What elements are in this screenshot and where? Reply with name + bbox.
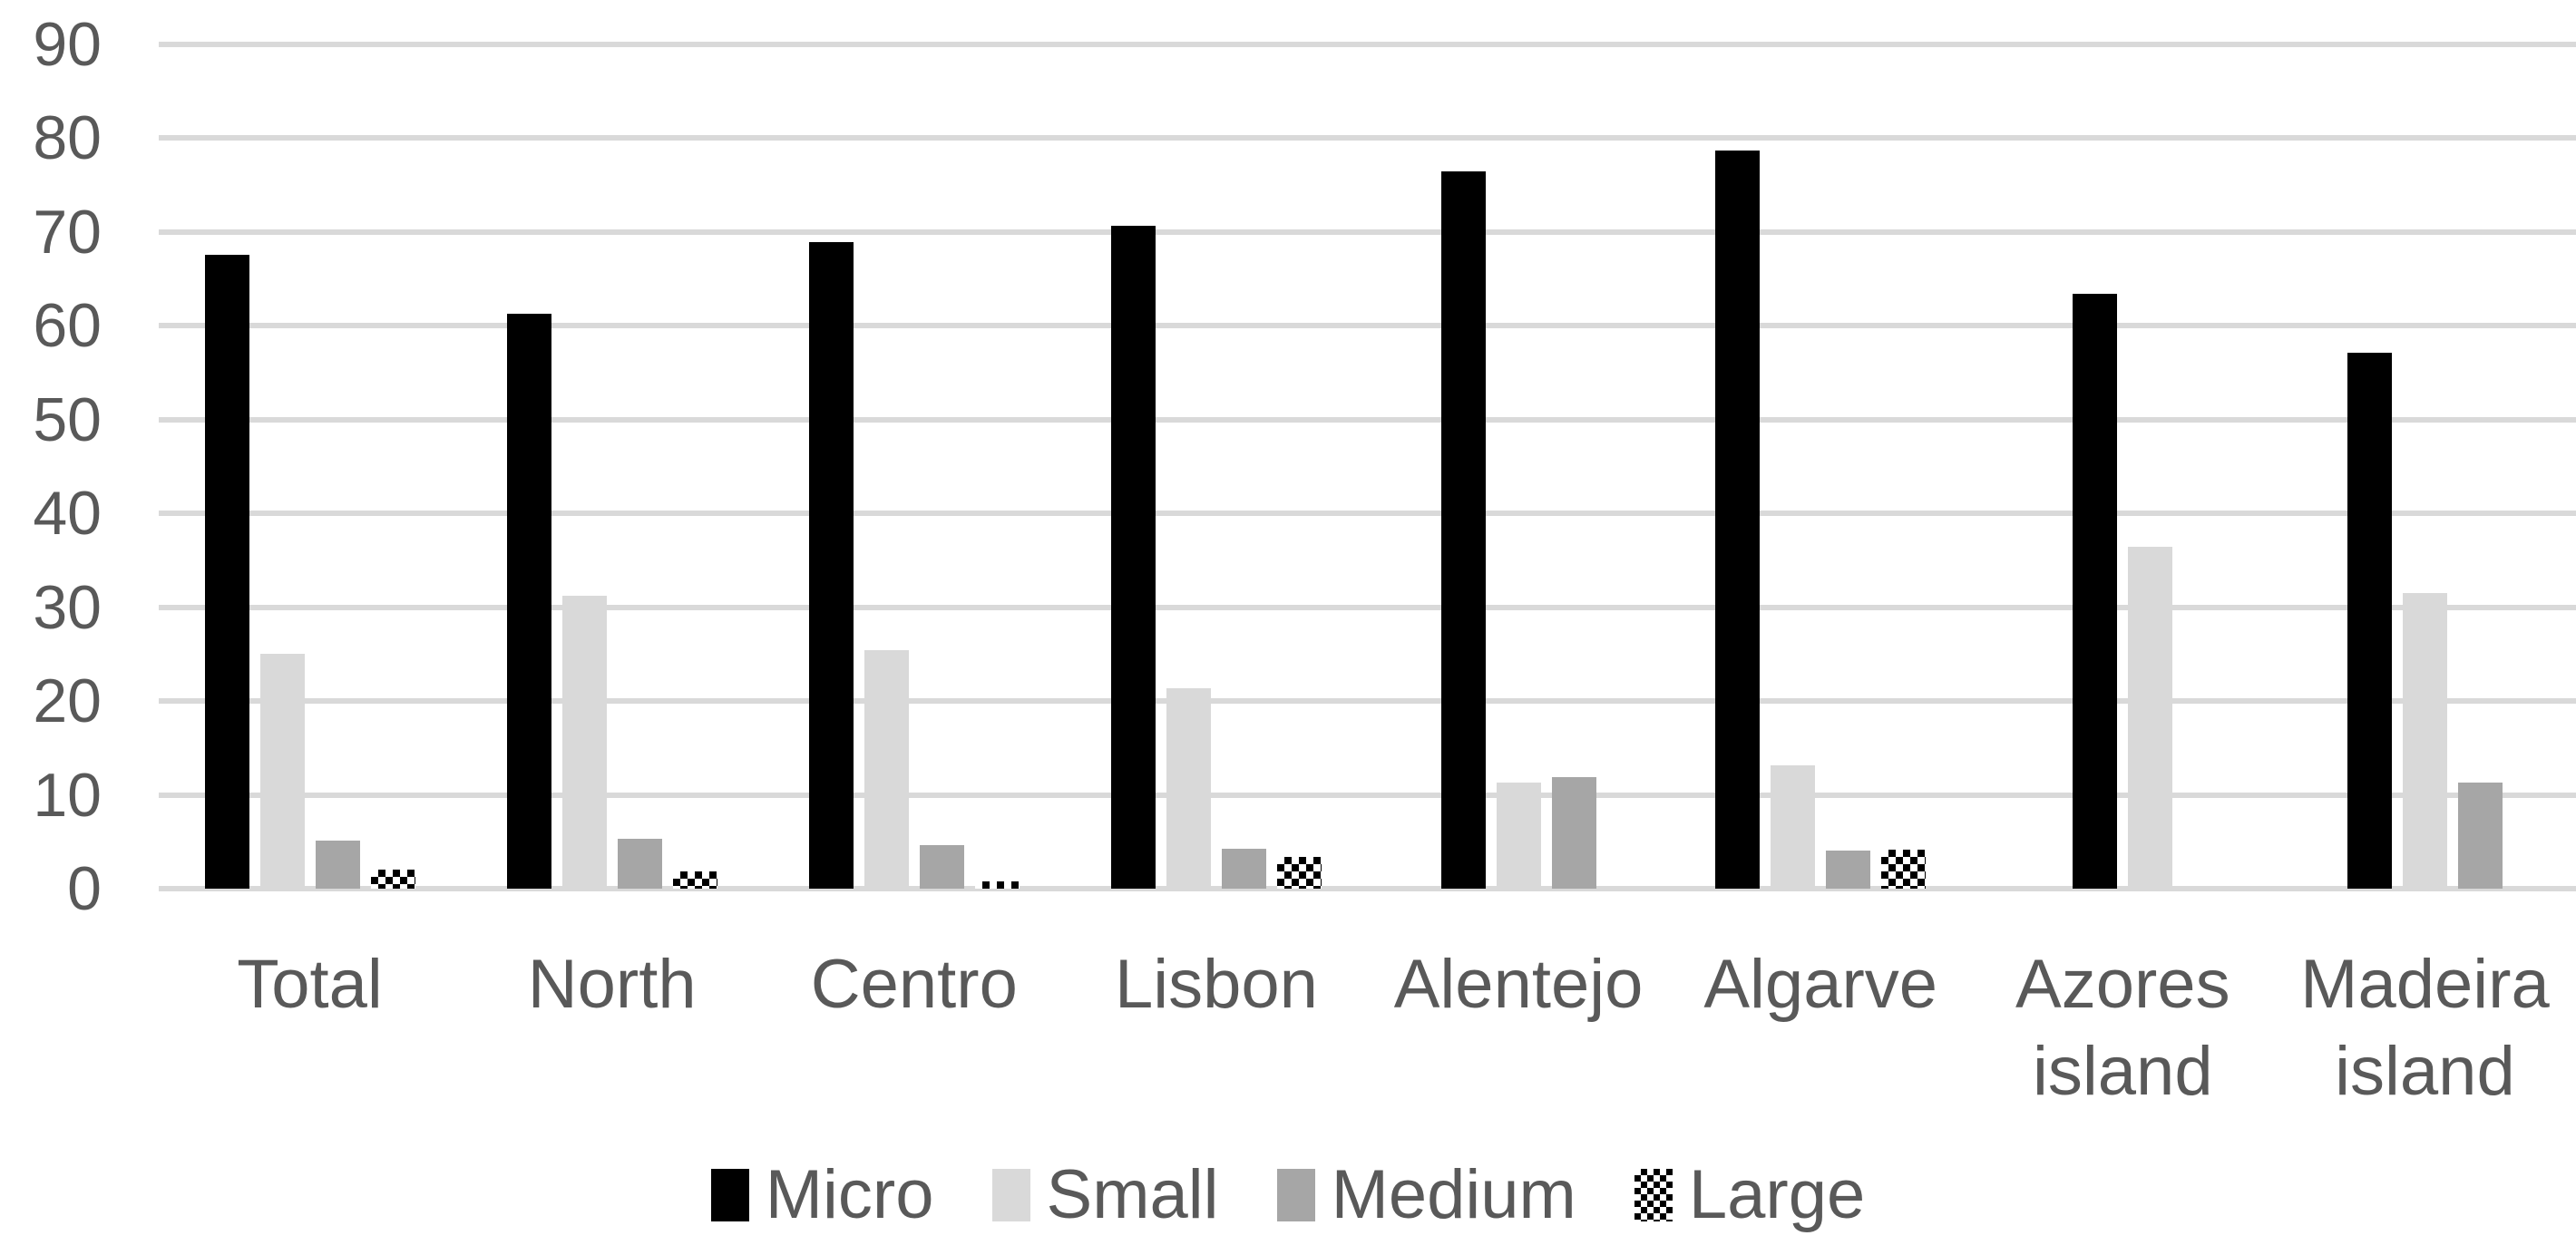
legend-label-small: Small <box>1046 1156 1219 1233</box>
bar-small-north <box>561 596 607 889</box>
bar-group-total <box>159 44 461 889</box>
y-tick-label-0: 0 <box>67 854 102 923</box>
y-tick-label-60: 60 <box>33 291 102 361</box>
bar-small-lisbon <box>1166 688 1211 889</box>
x-label-madeira-island: Madeira island <box>2300 946 2550 1110</box>
gridline-30 <box>159 604 2576 610</box>
bar-small-madeira-island <box>2402 593 2447 889</box>
x-label-total: Total <box>237 946 383 1023</box>
bar-small-alentejo <box>1496 783 1541 889</box>
legend-item-small: Small <box>991 1156 1219 1233</box>
bar-small-algarve <box>1771 765 1816 889</box>
legend-swatch-micro <box>710 1169 749 1221</box>
bar-large-total <box>370 870 415 889</box>
bar-group-algarve <box>1670 44 1972 889</box>
bar-group-madeira-island <box>2274 44 2576 889</box>
bar-micro-north <box>506 314 551 889</box>
bar-medium-centro <box>919 845 964 889</box>
bar-small-azores-island <box>2128 547 2173 889</box>
x-label-lisbon: Lisbon <box>1114 946 1318 1023</box>
gridline-50 <box>159 416 2576 423</box>
bar-medium-algarve <box>1826 851 1871 889</box>
y-tick-label-90: 90 <box>33 10 102 79</box>
legend-label-large: Large <box>1688 1156 1866 1233</box>
gridline-20 <box>159 698 2576 705</box>
bar-medium-lisbon <box>1221 849 1266 889</box>
y-tick-label-70: 70 <box>33 197 102 267</box>
y-tick-label-10: 10 <box>33 760 102 830</box>
gridline-40 <box>159 511 2576 517</box>
x-label-azores-island: Azores island <box>2015 946 2230 1110</box>
bar-group-centro <box>763 44 1065 889</box>
legend-swatch-small <box>991 1169 1030 1221</box>
legend: Micro Small Medium Large <box>0 1144 2576 1246</box>
bar-micro-azores-island <box>2073 294 2118 889</box>
y-tick-label-30: 30 <box>33 572 102 642</box>
bar-small-centro <box>864 650 909 889</box>
legend-item-medium: Medium <box>1276 1156 1576 1233</box>
bar-medium-alentejo <box>1551 777 1596 889</box>
bar-micro-lisbon <box>1110 226 1156 889</box>
bar-micro-alentejo <box>1440 171 1486 889</box>
bar-micro-algarve <box>1715 151 1761 889</box>
y-tick-label-80: 80 <box>33 103 102 173</box>
gridline-90 <box>159 42 2576 47</box>
legend-swatch-large <box>1634 1169 1673 1221</box>
bar-micro-centro <box>808 242 854 889</box>
bar-large-north <box>672 871 717 889</box>
x-label-algarve: Algarve <box>1703 946 1938 1023</box>
bar-large-algarve <box>1881 850 1927 889</box>
x-label-alentejo: Alentejo <box>1393 946 1644 1023</box>
gridline-60 <box>159 323 2576 329</box>
bar-group-north <box>461 44 763 889</box>
gridline-70 <box>159 229 2576 235</box>
y-tick-label-40: 40 <box>33 479 102 549</box>
legend-label-micro: Micro <box>765 1156 934 1233</box>
plot-area <box>159 42 2576 891</box>
bar-small-total <box>259 654 305 889</box>
gridline-10 <box>159 792 2576 798</box>
bar-medium-north <box>617 839 662 889</box>
y-tick-label-20: 20 <box>33 666 102 736</box>
x-axis-line <box>159 886 2576 891</box>
legend-swatch-medium <box>1276 1169 1315 1221</box>
bar-medium-total <box>315 841 360 889</box>
bar-micro-madeira-island <box>2347 353 2392 889</box>
y-tick-label-50: 50 <box>33 384 102 454</box>
bar-large-lisbon <box>1276 857 1322 889</box>
x-label-north: North <box>527 946 697 1023</box>
bar-group-azores-island <box>1972 44 2274 889</box>
bar-group-alentejo <box>1368 44 1670 889</box>
gridline-80 <box>159 135 2576 141</box>
bar-large-centro <box>974 881 1020 889</box>
x-label-centro: Centro <box>810 946 1018 1023</box>
legend-item-micro: Micro <box>710 1156 934 1233</box>
bar-medium-madeira-island <box>2457 783 2503 889</box>
bar-micro-total <box>204 255 249 889</box>
legend-item-large: Large <box>1634 1161 1865 1230</box>
legend-label-medium: Medium <box>1331 1156 1576 1233</box>
bar-group-lisbon <box>1065 44 1367 889</box>
